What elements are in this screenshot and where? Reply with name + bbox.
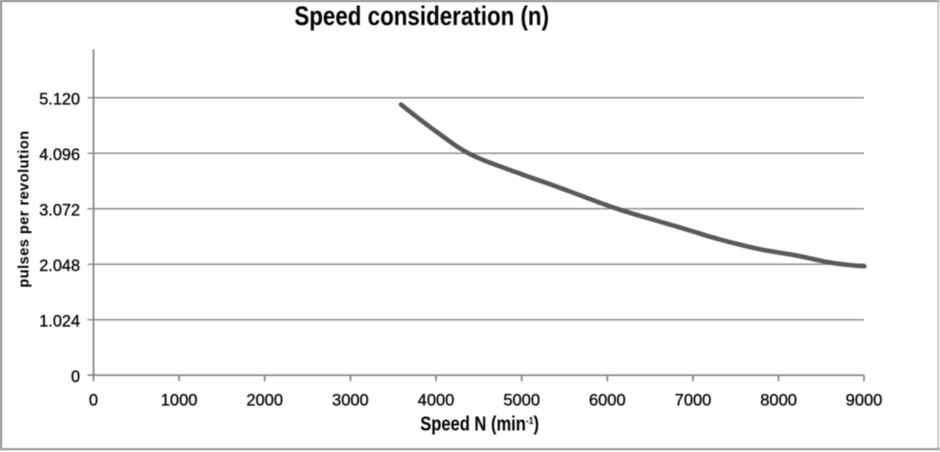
svg-text:5.120: 5.120 [39, 90, 80, 108]
svg-text:0: 0 [89, 391, 98, 409]
svg-text:2000: 2000 [246, 391, 283, 409]
svg-text:3000: 3000 [332, 391, 369, 409]
svg-text:8000: 8000 [760, 391, 797, 409]
svg-text:1.024: 1.024 [39, 312, 80, 330]
svg-text:2.048: 2.048 [39, 257, 80, 275]
svg-text:1000: 1000 [161, 391, 198, 409]
svg-text:4000: 4000 [418, 391, 455, 409]
svg-text:pulses per revolution: pulses per revolution [17, 130, 33, 287]
svg-text:7000: 7000 [675, 391, 712, 409]
svg-text:5000: 5000 [503, 391, 540, 409]
svg-text:9000: 9000 [846, 391, 883, 409]
svg-text:0: 0 [71, 368, 80, 386]
svg-text:3.072: 3.072 [39, 201, 80, 219]
svg-text:Speed N (min-1): Speed N (min-1) [420, 412, 539, 435]
svg-text:Speed consideration (n): Speed consideration (n) [294, 2, 549, 31]
svg-text:4.096: 4.096 [39, 146, 80, 164]
svg-text:6000: 6000 [589, 391, 626, 409]
